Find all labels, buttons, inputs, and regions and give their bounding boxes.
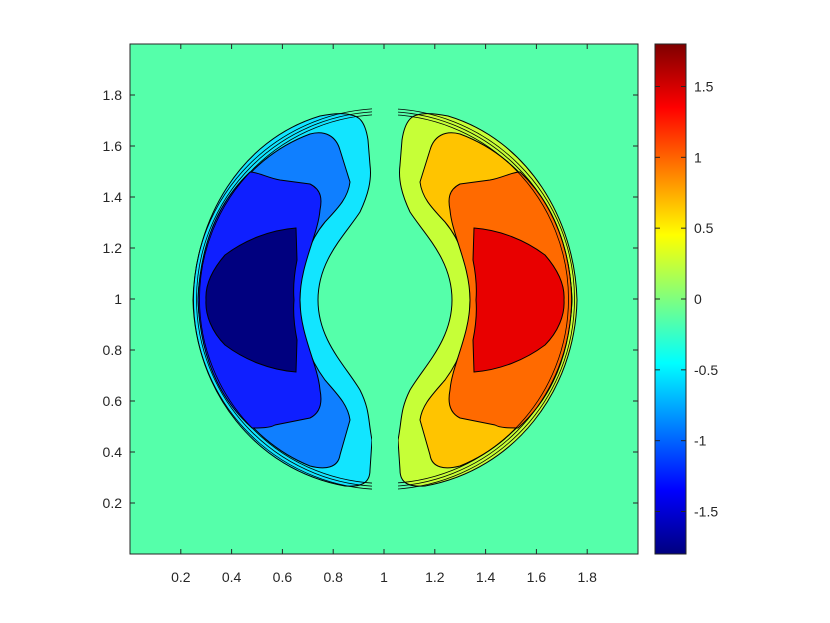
x-tick-label: 0.8 — [323, 569, 343, 585]
center-gap-mask — [372, 100, 398, 500]
colorbar: -1.5 -1 -0.5 0 0.5 1 1.5 — [654, 43, 718, 555]
colorbar-gradient — [654, 43, 687, 555]
x-tick-label: 1.4 — [476, 569, 496, 585]
x-tick-label: 0.6 — [273, 569, 293, 585]
y-tick-label: 1.4 — [103, 189, 123, 205]
colorbar-tick-label: 0.5 — [694, 220, 714, 236]
x-tick-label: 1.8 — [577, 569, 597, 585]
colorbar-tick-label: -1 — [694, 433, 707, 449]
colorbar-tick-label: -0.5 — [694, 362, 718, 378]
y-tick-label: 1.6 — [103, 138, 123, 154]
colorbar-ticks: -1.5 -1 -0.5 0 0.5 1 1.5 — [655, 79, 718, 520]
y-tick-label: 1 — [114, 291, 122, 307]
y-tick-label: 0.2 — [103, 495, 123, 511]
colorbar-tick-label: -1.5 — [694, 504, 718, 520]
x-tick-label: 1.6 — [527, 569, 547, 585]
x-tick-label: 0.4 — [222, 569, 242, 585]
x-tick-label: 0.2 — [171, 569, 191, 585]
y-axis-ticks: 0.2 0.4 0.6 0.8 1 1.2 1.4 1.6 1.8 — [103, 87, 638, 511]
x-axis-ticks: 0.2 0.4 0.6 0.8 1 1.2 1.4 1.6 1.8 — [171, 44, 597, 585]
y-tick-label: 0.4 — [103, 444, 123, 460]
colorbar-tick-label: 1 — [694, 149, 702, 165]
x-tick-label: 1.2 — [425, 569, 445, 585]
x-tick-label: 1 — [380, 569, 388, 585]
colorbar-tick-label: 0 — [694, 291, 702, 307]
y-tick-label: 1.2 — [103, 240, 123, 256]
colorbar-tick-label: 1.5 — [694, 79, 714, 95]
contour-left-level-minus-1.5 — [205, 227, 298, 373]
y-tick-label: 0.8 — [103, 342, 123, 358]
y-tick-label: 0.6 — [103, 393, 123, 409]
contour-right-level-1.5 — [472, 227, 565, 373]
y-tick-label: 1.8 — [103, 87, 123, 103]
